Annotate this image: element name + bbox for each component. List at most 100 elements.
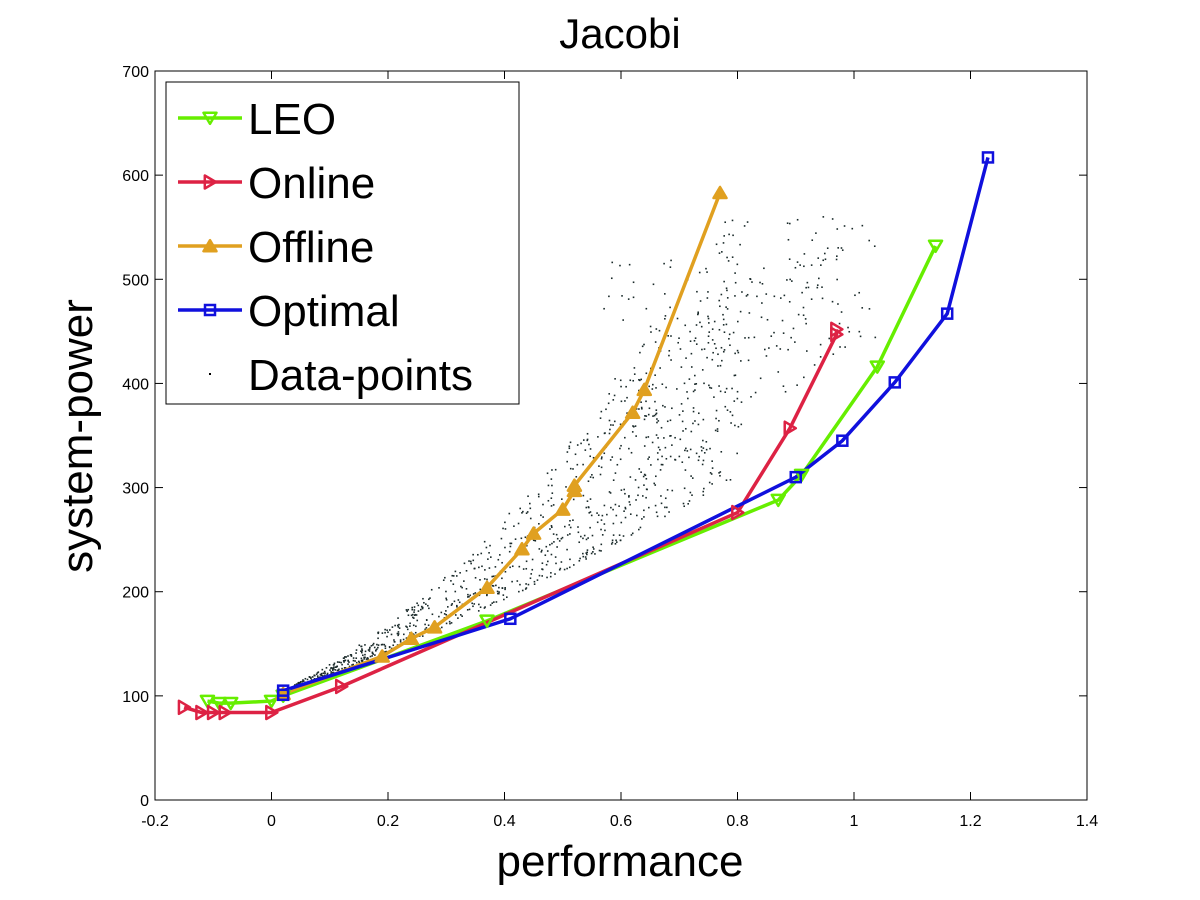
y-tick-label: 400 — [122, 376, 149, 393]
data-point — [302, 679, 304, 681]
data-point — [586, 553, 588, 556]
data-point — [477, 610, 480, 612]
data-point — [580, 442, 582, 445]
data-point — [815, 232, 817, 234]
data-point — [695, 343, 698, 345]
data-point — [622, 535, 625, 537]
data-point — [794, 266, 797, 269]
data-point — [582, 555, 585, 558]
data-point — [582, 552, 584, 555]
data-point — [643, 418, 646, 421]
data-point — [322, 674, 324, 677]
data-point — [529, 517, 532, 520]
data-point — [723, 331, 726, 334]
data-point — [657, 458, 659, 461]
data-point — [529, 577, 532, 580]
data-point — [746, 293, 749, 296]
data-point — [608, 491, 611, 493]
data-point — [600, 543, 603, 546]
data-point — [645, 400, 647, 403]
data-point — [645, 477, 648, 480]
data-point — [561, 536, 564, 539]
data-point — [448, 620, 451, 623]
data-point — [688, 378, 691, 380]
legend-swatch-leo — [178, 111, 242, 126]
data-point — [323, 670, 326, 673]
data-point — [645, 372, 648, 375]
data-point — [550, 553, 553, 556]
data-point — [733, 400, 736, 402]
series-line-optimal — [281, 156, 990, 695]
data-point — [520, 537, 523, 540]
data-point — [555, 533, 558, 536]
data-point — [609, 459, 612, 461]
legend-swatch-offline — [178, 238, 242, 253]
data-point — [796, 261, 799, 263]
data-point — [763, 267, 765, 270]
data-point — [803, 265, 805, 268]
data-point — [790, 336, 792, 339]
data-point — [538, 548, 541, 550]
data-point — [419, 608, 422, 611]
data-point — [480, 552, 483, 555]
data-point — [611, 541, 614, 544]
data-point — [739, 243, 741, 246]
data-point — [578, 541, 581, 544]
data-point — [377, 632, 380, 635]
data-point — [802, 306, 805, 309]
data-point — [836, 228, 839, 230]
data-point — [600, 410, 603, 413]
data-point — [665, 457, 668, 460]
data-point — [495, 601, 498, 603]
data-point — [337, 669, 340, 671]
data-point — [655, 409, 658, 411]
data-point — [503, 598, 505, 601]
data-point — [424, 623, 426, 626]
data-point — [839, 346, 841, 348]
data-point — [652, 415, 654, 417]
data-point — [316, 675, 319, 677]
data-point — [367, 649, 370, 651]
data-point — [618, 534, 621, 536]
data-point — [655, 412, 658, 415]
series-marker-leo — [927, 239, 944, 254]
data-point — [666, 420, 669, 423]
data-point — [555, 562, 557, 565]
data-point — [493, 601, 495, 603]
data-point — [640, 471, 642, 473]
data-point — [648, 385, 650, 388]
data-point — [545, 545, 548, 548]
data-point — [397, 617, 399, 619]
data-point — [550, 497, 553, 500]
data-point — [753, 336, 756, 339]
data-point — [779, 348, 782, 350]
x-tick-label: 0.2 — [377, 813, 399, 830]
data-point — [620, 444, 622, 447]
data-point — [794, 341, 796, 343]
data-point — [551, 492, 554, 494]
series-marker-offline — [555, 502, 571, 516]
data-point — [726, 297, 729, 299]
y-axis-title: system-power — [53, 299, 102, 573]
data-point — [664, 293, 666, 295]
data-point — [688, 456, 690, 459]
data-point — [716, 428, 719, 430]
data-point — [652, 383, 654, 386]
data-point — [522, 510, 524, 513]
legend-label-leo: LEO — [248, 95, 336, 144]
data-point — [826, 247, 829, 250]
data-point — [384, 651, 386, 653]
data-point — [504, 587, 506, 589]
data-point — [333, 666, 335, 668]
data-point — [393, 639, 395, 641]
data-point — [541, 568, 544, 571]
data-point — [701, 348, 703, 351]
data-point — [650, 331, 652, 333]
data-point — [770, 335, 773, 337]
data-point — [390, 633, 393, 636]
data-point — [686, 391, 688, 393]
data-point — [787, 238, 790, 241]
data-point — [670, 335, 672, 337]
data-point — [608, 419, 611, 422]
data-point — [320, 673, 323, 676]
